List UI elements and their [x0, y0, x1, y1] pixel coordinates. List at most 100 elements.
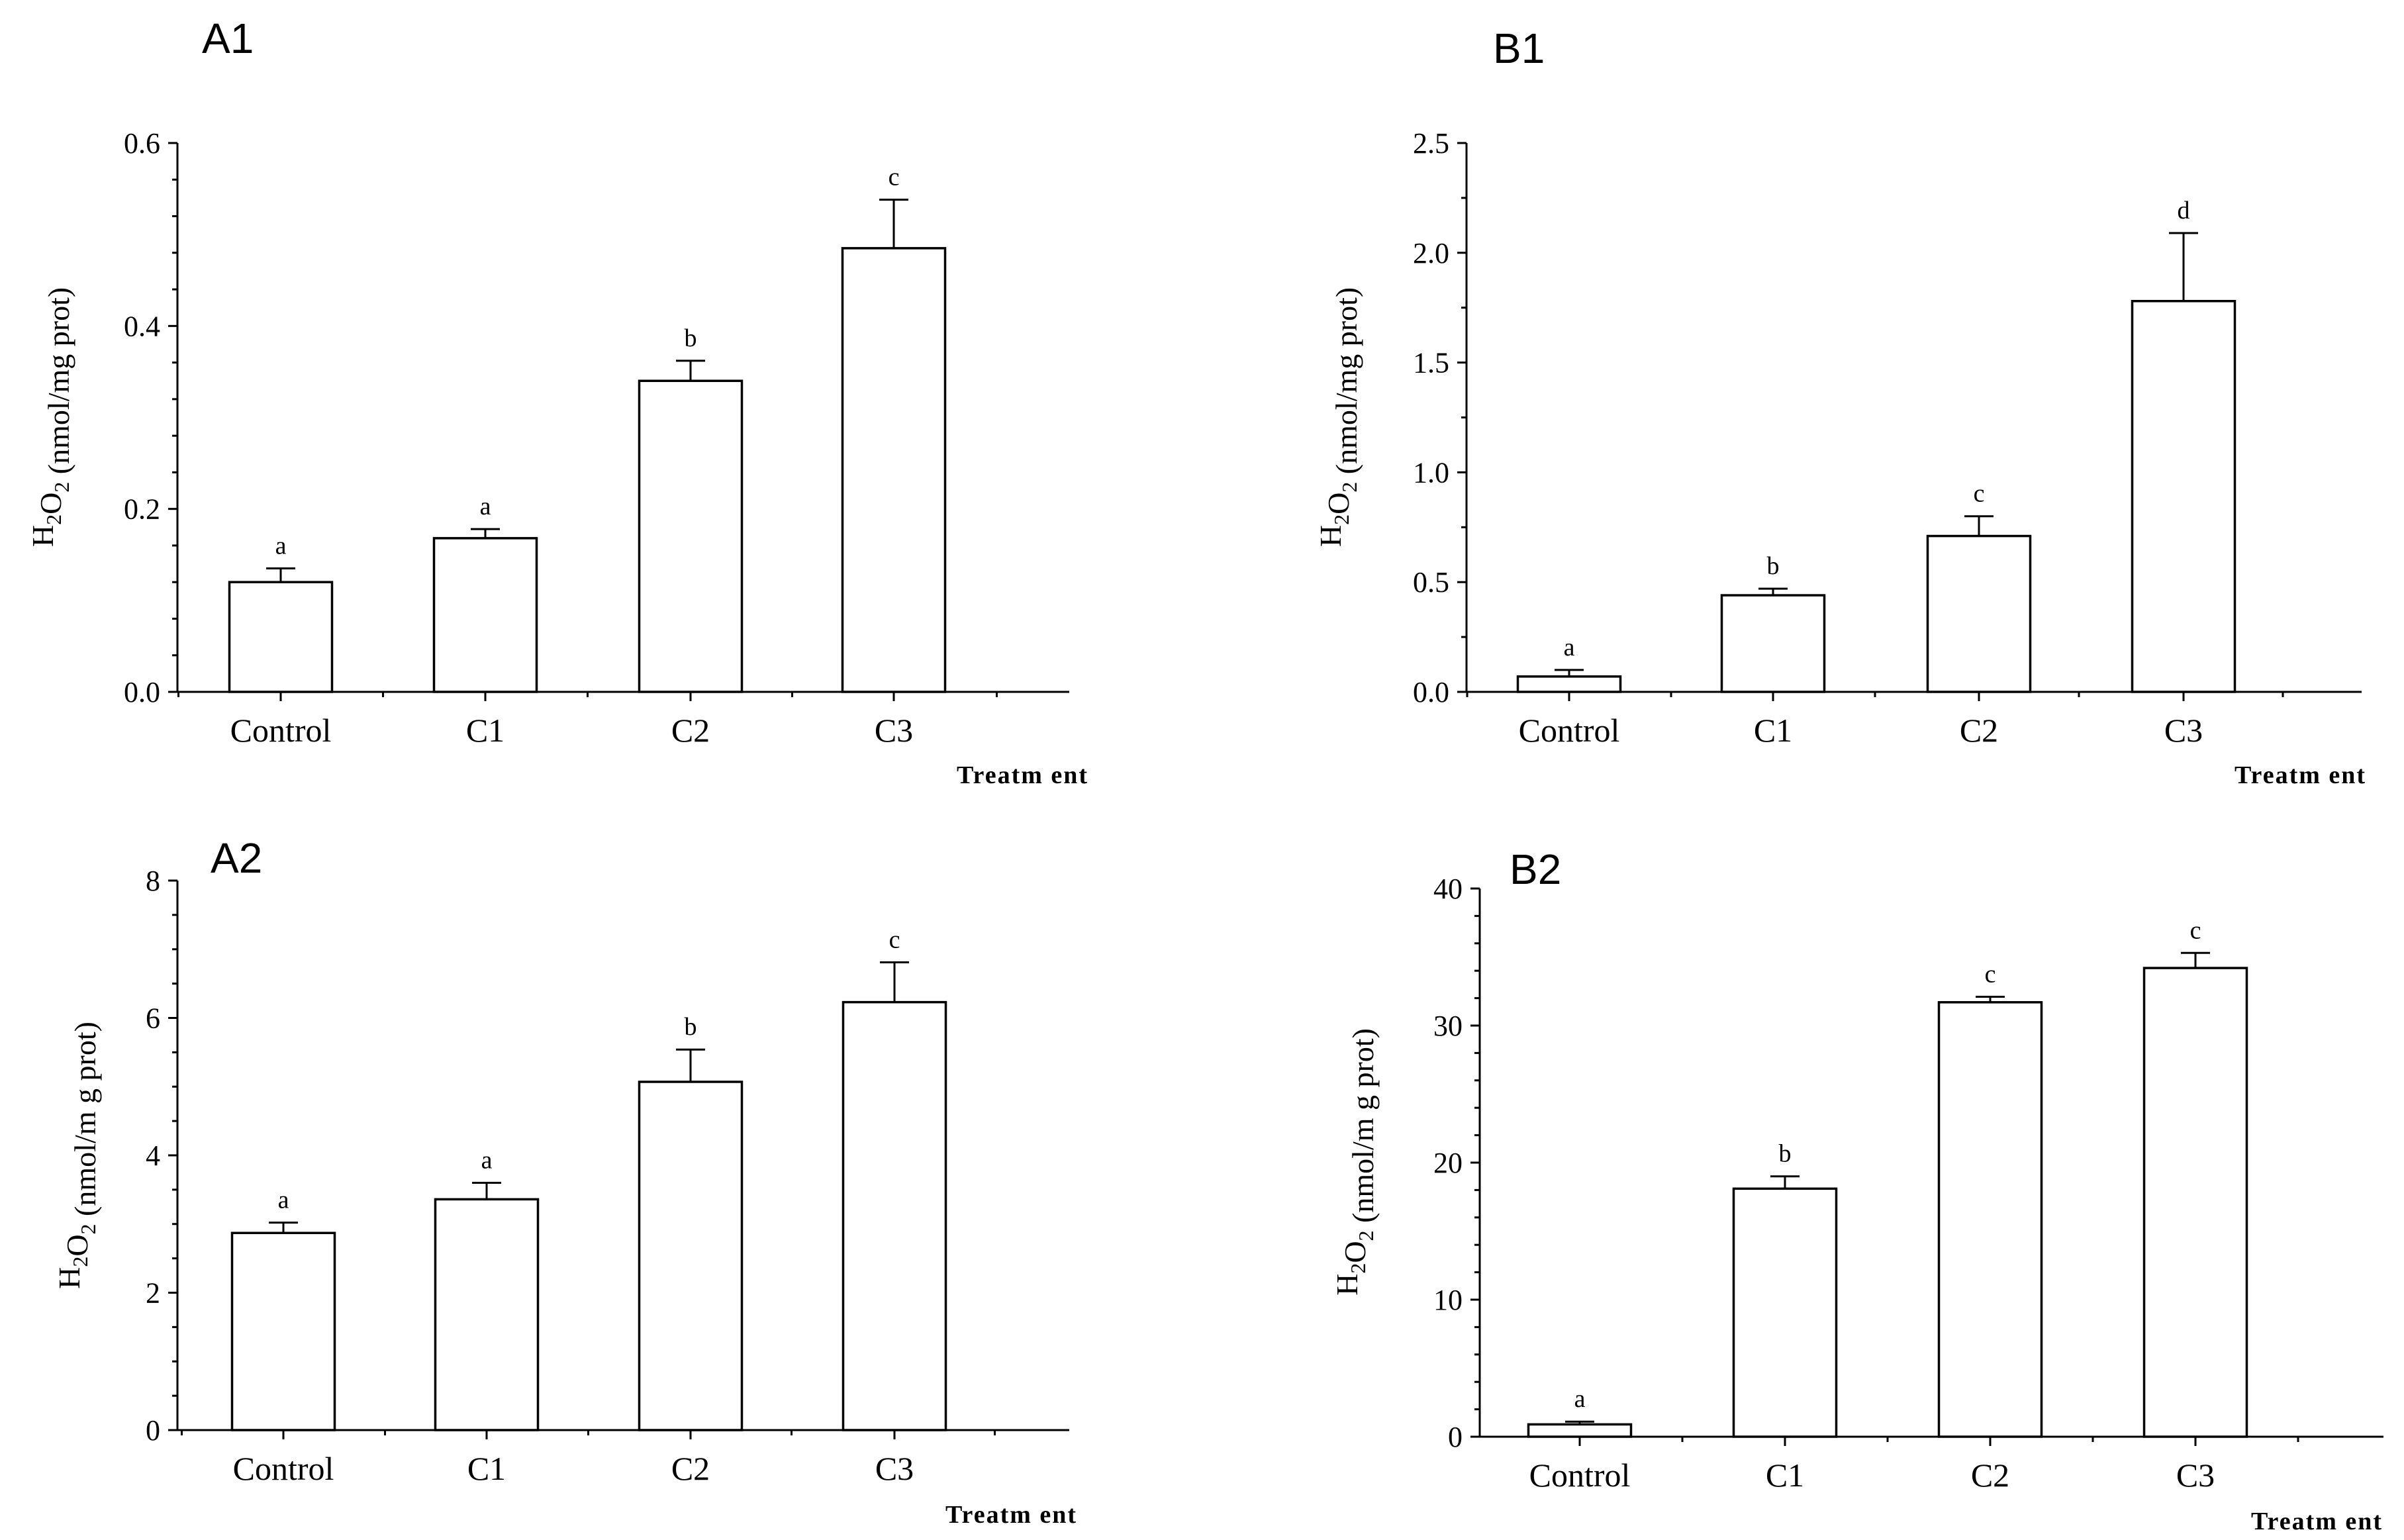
y-axis-title-subscript: 2: [42, 514, 66, 525]
significance-label-a2: c: [889, 926, 900, 953]
y-axis-title-part: O: [34, 493, 68, 514]
significance-label-a2: b: [685, 1013, 697, 1041]
significance-label-b2: b: [1779, 1140, 1792, 1168]
category-label-b1: C2: [1960, 712, 1998, 749]
significance-label-b2: c: [1985, 961, 1996, 988]
significance-label-b1: d: [2178, 197, 2190, 224]
y-axis-title-part: H: [52, 1267, 86, 1289]
y-tick-label-a1: 0.4: [124, 310, 160, 342]
y-tick-label-b1: 2.0: [1413, 237, 1449, 269]
category-label-b2: Control: [1529, 1457, 1631, 1494]
y-axis-title-part: O: [1322, 493, 1355, 514]
x-axis-title-a2: Treatm ent: [945, 1501, 1077, 1529]
y-tick-label-b1: 1.5: [1413, 347, 1449, 379]
category-label-a2: C3: [875, 1450, 914, 1487]
y-tick-label-a2: 8: [146, 865, 160, 897]
category-label-b1: C1: [1754, 712, 1792, 749]
category-label-a1: C1: [466, 712, 505, 749]
y-tick-label-a2: 2: [146, 1277, 160, 1310]
y-axis-title-b1: H2O2 (nmol/mg prot): [1314, 287, 1363, 547]
significance-label-a1: a: [480, 493, 491, 520]
category-label-b2: C2: [1971, 1457, 2009, 1494]
y-axis-title-part: (nmol/mg prot): [42, 287, 75, 482]
bar-a2-control: [230, 1231, 336, 1431]
category-label-a1: C2: [671, 712, 710, 749]
y-axis-title-part: O: [60, 1234, 94, 1256]
y-axis-title-subscript: 2: [1354, 1230, 1378, 1241]
bar-a2-c2: [638, 1081, 744, 1431]
panel-label-b1: B1: [1493, 24, 1545, 72]
y-tick-label-a1: 0.0: [124, 676, 160, 708]
panel-label-a1: A1: [202, 15, 254, 62]
y-tick-label-b2: 30: [1433, 1010, 1463, 1042]
y-tick-label-b2: 40: [1433, 873, 1463, 905]
category-label-a2: Control: [233, 1450, 334, 1487]
significance-label-b2: a: [1574, 1385, 1586, 1413]
y-axis-title-subscript: 2: [1337, 482, 1361, 493]
y-tick-label-b2: 10: [1433, 1284, 1463, 1316]
category-label-a2: C1: [467, 1450, 506, 1487]
bar-a2-c1: [434, 1198, 540, 1431]
bar-b2-c3: [2142, 967, 2248, 1438]
significance-label-a2: a: [481, 1147, 493, 1175]
bar-a1-control: [228, 581, 334, 693]
bar-b1-c3: [2131, 300, 2236, 693]
category-label-b1: C3: [2164, 712, 2203, 749]
y-tick-label-b2: 20: [1433, 1147, 1463, 1179]
significance-label-a1: c: [889, 164, 900, 191]
y-tick-label-a2: 0: [146, 1414, 160, 1447]
significance-label-b1: c: [1974, 480, 1985, 508]
y-tick-label-a2: 4: [146, 1139, 160, 1172]
significance-label-a2: a: [278, 1186, 289, 1214]
x-axis-title-a1: Treatm ent: [957, 761, 1088, 789]
bar-b1-c1: [1720, 594, 1826, 693]
panel-label-a2: A2: [211, 834, 262, 882]
category-label-b1: Control: [1519, 712, 1620, 749]
panel-b2: B2 0 10 20 30 40 a Control b C1 c C2 c C3 Treatm ent H…: [1330, 845, 2383, 1535]
panel-a1: A1 0.0 0.2 0.4 0.6 a Control a C1 b C2 c C3 Treatm e…: [26, 15, 1088, 789]
y-axis-title-a2: H2O2 (nmol/m g prot): [52, 1022, 102, 1289]
y-axis-title-subscript: 2: [1346, 1263, 1370, 1274]
category-label-a1: Control: [230, 712, 332, 749]
y-axis-title-part: H: [26, 525, 60, 547]
category-label-a1: C3: [875, 712, 913, 749]
y-tick-label-b1: 0.0: [1413, 676, 1449, 708]
y-tick-label-b1: 2.5: [1413, 127, 1449, 160]
panel-b1: B1 0.0 0.5 1.0 1.5 2.0 2.5 a Control b C1 c C2 d C3 Tr…: [1314, 24, 2366, 789]
y-axis-title-b2: H2O2 (nmol/m g prot): [1330, 1028, 1380, 1296]
category-label-b2: C3: [2176, 1457, 2215, 1494]
y-axis-title-subscript: 2: [1329, 514, 1353, 525]
y-tick-label-b1: 0.5: [1413, 566, 1449, 599]
bar-b1-control: [1516, 675, 1622, 693]
y-tick-label-a1: 0.2: [124, 493, 160, 526]
y-axis-title-part: (nmol/m g prot): [68, 1022, 102, 1224]
x-axis-title-b1: Treatm ent: [2235, 761, 2366, 789]
significance-label-b1: b: [1767, 552, 1780, 580]
bar-b2-control: [1527, 1423, 1633, 1438]
y-tick-label-a1: 0.6: [124, 127, 160, 160]
bar-b2-c1: [1732, 1187, 1838, 1438]
significance-label-a1: a: [275, 532, 287, 559]
significance-label-b1: a: [1564, 634, 1575, 661]
bar-b2-c2: [1937, 1001, 2043, 1438]
y-axis-title-subscript: 2: [76, 1224, 100, 1234]
y-axis-title-part: (nmol/mg prot): [1329, 287, 1363, 482]
bar-a2-c3: [841, 1000, 947, 1431]
y-axis-title-part: (nmol/m g prot): [1346, 1028, 1380, 1230]
panel-a2: A2 0 2 4 6 8 a Control a C1 b C2 c C3 Treatm ent H2O2 …: [52, 834, 1077, 1529]
panel-label-b2: B2: [1510, 845, 1561, 893]
bar-a1-c2: [638, 379, 744, 693]
y-axis-title-a1: H2O2 (nmol/mg prot): [26, 287, 75, 547]
bar-b1-c2: [1926, 534, 2032, 693]
category-label-b2: C1: [1766, 1457, 1804, 1494]
y-tick-label-b1: 1.0: [1413, 456, 1449, 489]
y-axis-title-part: H: [1330, 1274, 1364, 1296]
significance-label-a1: b: [685, 324, 697, 352]
bar-a1-c1: [432, 537, 538, 693]
y-tick-label-b2: 0: [1448, 1421, 1463, 1453]
category-label-a2: C2: [671, 1450, 710, 1487]
x-axis-title-b2: Treatm ent: [2251, 1508, 2383, 1535]
bar-a1-c3: [841, 247, 947, 693]
y-tick-label-a2: 6: [146, 1002, 160, 1035]
